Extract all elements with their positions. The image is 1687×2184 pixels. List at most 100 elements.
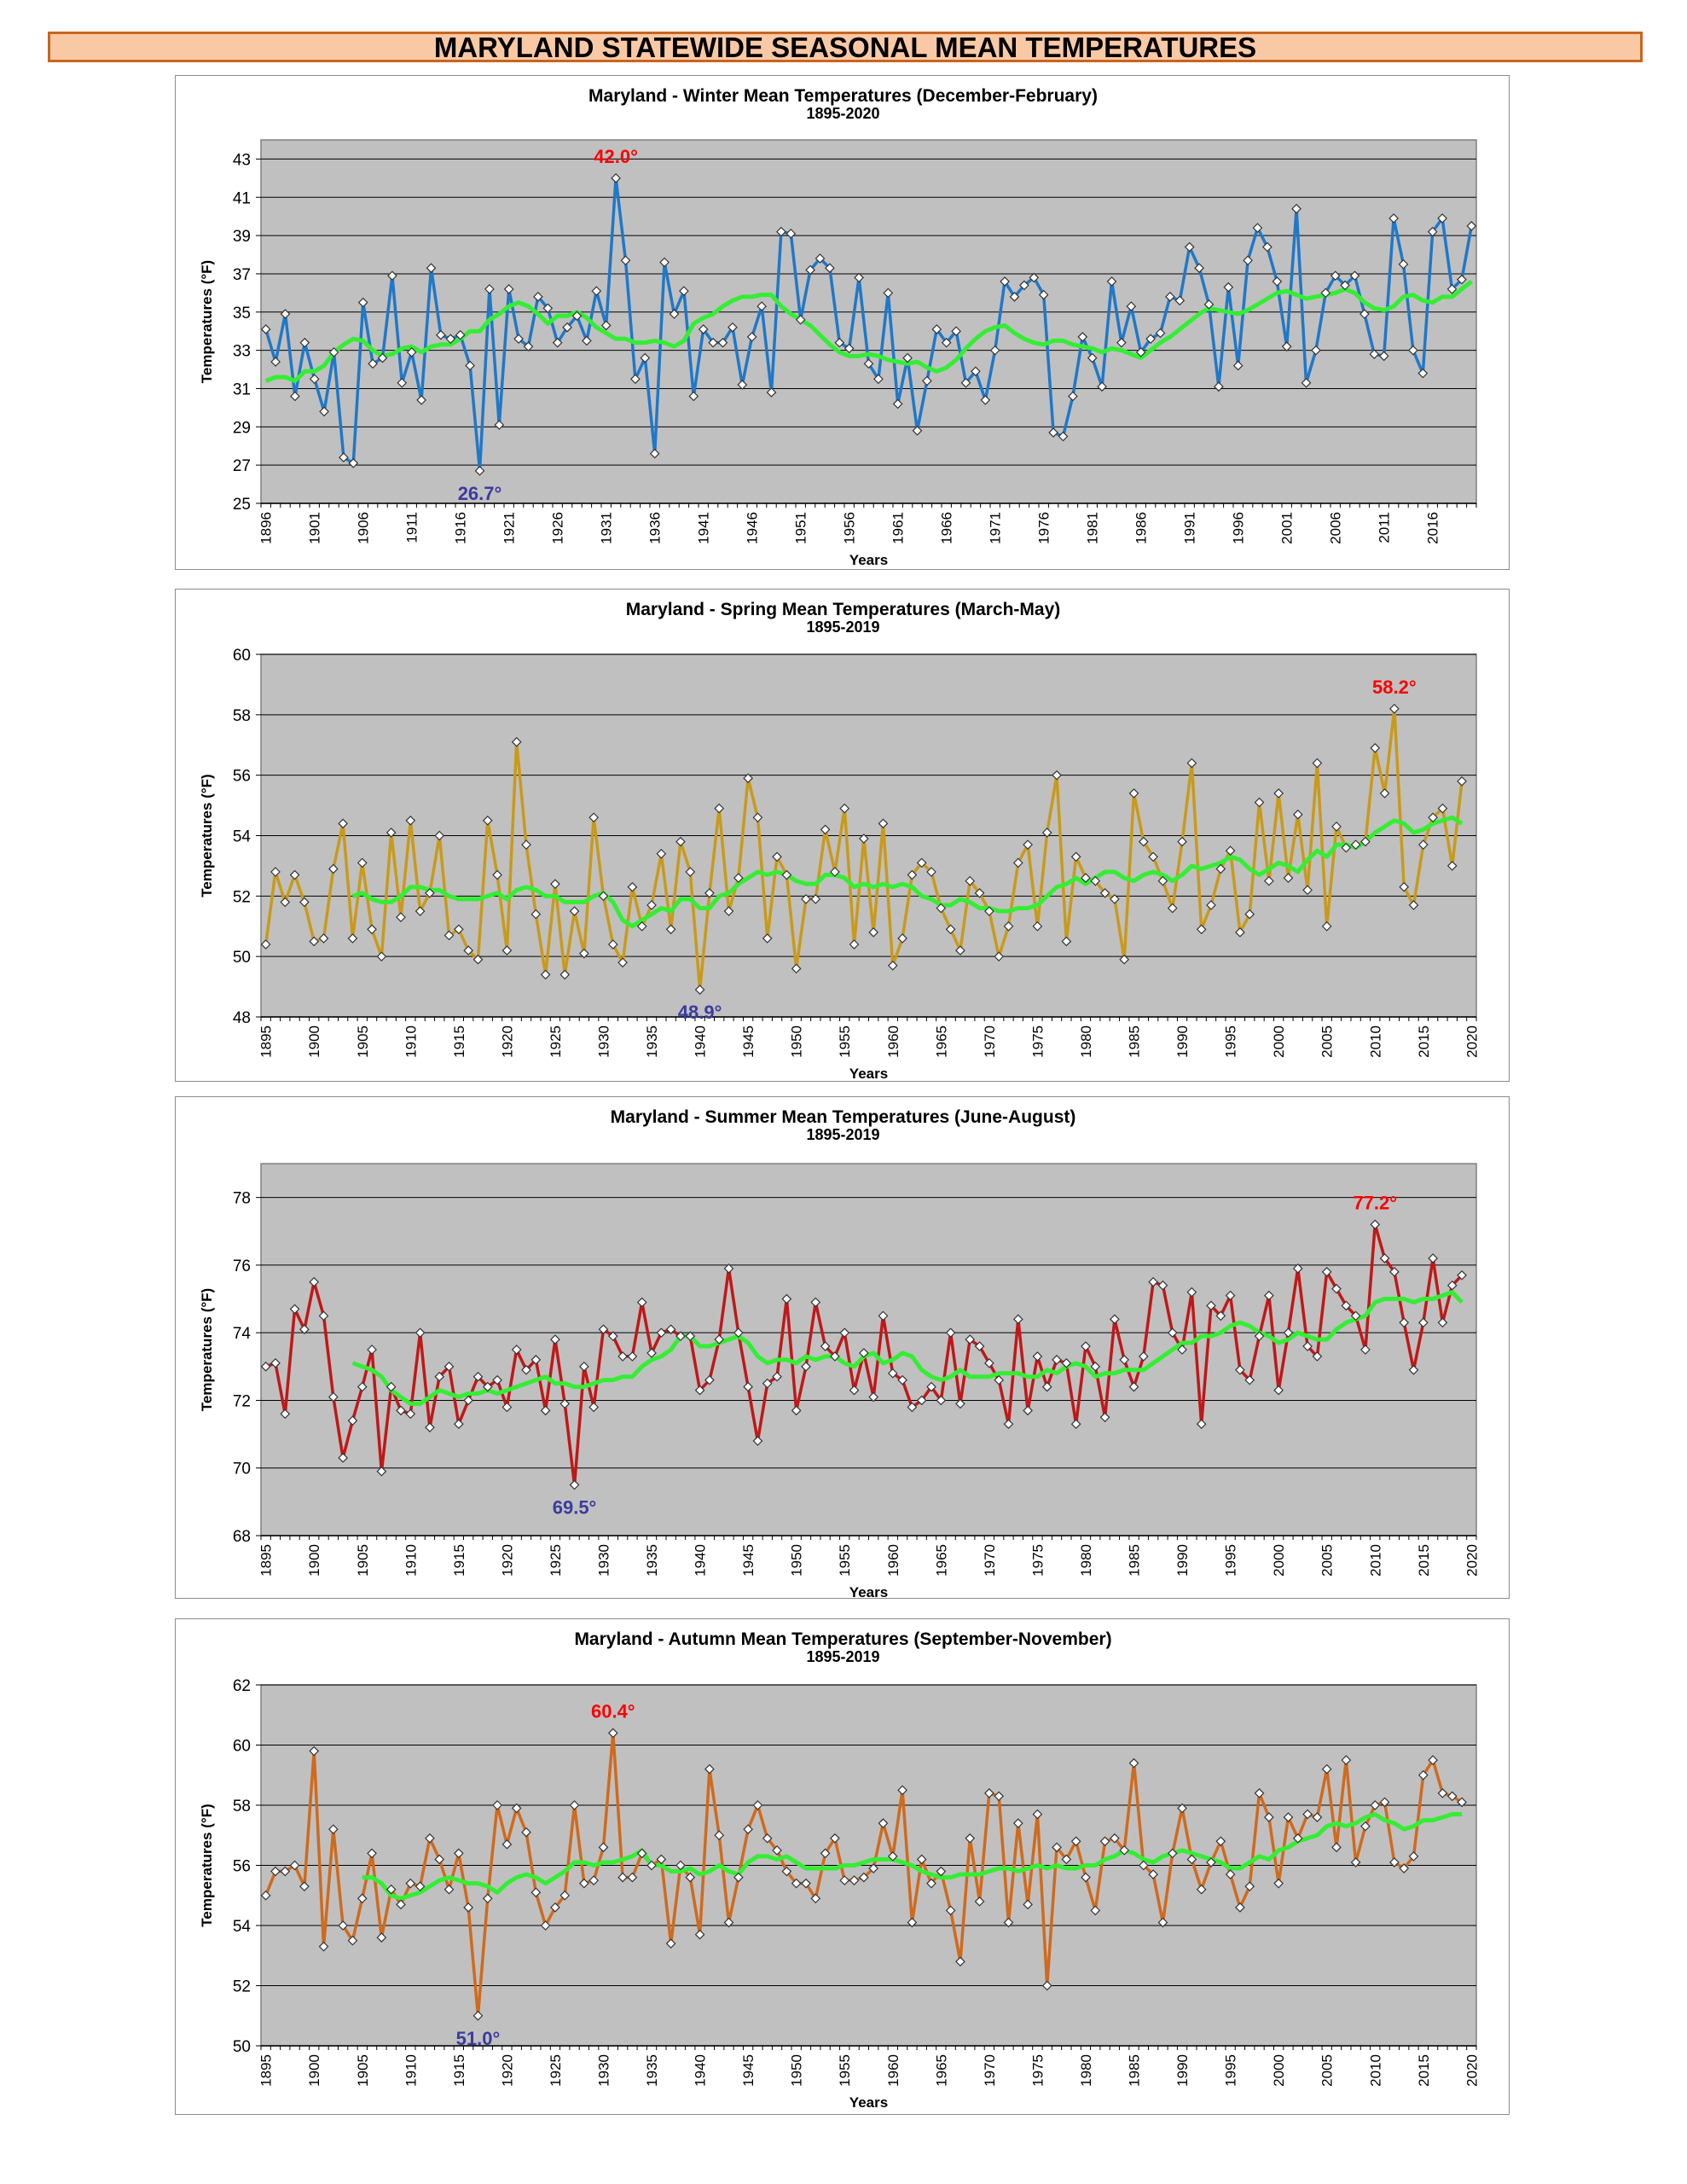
data-point-marker	[1135, 347, 1146, 357]
y-tick-label: 62	[233, 1677, 251, 1695]
data-point-marker	[1196, 924, 1207, 935]
data-point-marker	[357, 1381, 368, 1392]
data-point-marker	[1003, 1917, 1014, 1928]
data-point-marker	[627, 1351, 638, 1362]
x-tick-label: 1925	[548, 1025, 564, 1058]
x-tick-label: 1925	[548, 1544, 564, 1577]
data-point-marker	[1003, 1419, 1014, 1430]
data-point-marker	[482, 1893, 493, 1904]
data-point-marker	[883, 288, 894, 299]
data-point-marker	[630, 374, 641, 385]
x-tick-label: 1940	[693, 2054, 709, 2087]
autumn-chart: Maryland - Autumn Mean Temperatures (Sep…	[199, 1629, 1480, 2111]
data-point-marker	[260, 1890, 271, 1901]
data-point-marker	[1292, 1263, 1303, 1274]
x-tick-label: 1975	[1029, 1544, 1046, 1577]
data-point-marker	[1119, 954, 1130, 965]
data-point-marker	[1225, 1290, 1236, 1301]
data-point-marker	[1321, 921, 1332, 932]
data-point-marker	[453, 924, 464, 935]
x-tick-label: 1900	[306, 1544, 322, 1577]
data-point-marker	[1408, 345, 1418, 356]
data-point-marker	[1138, 836, 1149, 847]
data-point-marker	[484, 284, 495, 294]
data-point-marker	[1446, 1791, 1458, 1802]
x-axis-label: Years	[849, 1066, 888, 1082]
data-point-marker	[902, 352, 913, 363]
data-point-marker	[1090, 1361, 1101, 1372]
y-tick-label: 70	[233, 1461, 251, 1478]
data-point-marker	[776, 226, 786, 237]
winter-chart-panel: Maryland - Winter Mean Temperatures (Dec…	[175, 75, 1510, 570]
data-point-marker	[607, 1728, 618, 1739]
x-tick-label: 2020	[1464, 1025, 1480, 1058]
data-point-marker	[1032, 1351, 1043, 1362]
data-point-marker	[415, 1327, 426, 1339]
data-point-marker	[1215, 863, 1226, 874]
data-point-marker	[436, 329, 446, 340]
x-tick-label: 1935	[644, 2054, 660, 2087]
data-point-marker	[656, 848, 667, 859]
data-point-marker	[984, 906, 994, 916]
x-tick-label: 1965	[933, 1025, 949, 1058]
data-point-marker	[396, 1405, 406, 1416]
data-point-marker	[1214, 381, 1224, 392]
data-point-marker	[521, 1364, 531, 1375]
x-tick-label: 1920	[499, 2054, 515, 2087]
data-point-marker	[1446, 1280, 1458, 1291]
data-point-marker	[1360, 1345, 1371, 1355]
x-tick-label: 1980	[1078, 1025, 1094, 1058]
data-point-marker	[1167, 1327, 1178, 1339]
data-point-marker	[1388, 213, 1399, 224]
data-point-marker	[270, 1866, 281, 1877]
data-point-marker	[1341, 1300, 1352, 1311]
data-point-marker	[965, 875, 976, 886]
data-point-marker	[1090, 1905, 1101, 1916]
x-tick-label: 1990	[1174, 1025, 1191, 1058]
data-point-marker	[530, 1355, 542, 1365]
data-point-marker	[1437, 1317, 1448, 1328]
data-point-marker	[299, 337, 310, 348]
data-point-marker	[443, 930, 455, 941]
data-point-marker	[617, 957, 628, 968]
data-point-marker	[357, 857, 368, 868]
winter-chart: Maryland - Winter Mean Temperatures (Dec…	[199, 86, 1477, 568]
data-point-marker	[951, 326, 961, 337]
data-point-marker	[1312, 1812, 1323, 1822]
x-tick-label: 2020	[1464, 2054, 1480, 2087]
x-tick-label: 1895	[258, 1544, 275, 1577]
data-point-marker	[1110, 1314, 1120, 1325]
data-point-marker	[1052, 1355, 1062, 1365]
data-point-marker	[289, 1860, 300, 1871]
y-tick-label: 56	[233, 1858, 251, 1876]
data-point-marker	[1090, 875, 1101, 886]
data-point-marker	[1273, 1878, 1284, 1889]
data-point-marker	[636, 921, 647, 932]
data-point-marker	[1145, 334, 1156, 345]
data-point-marker	[339, 452, 349, 463]
data-point-marker	[1157, 875, 1168, 886]
data-point-marker	[1399, 1863, 1410, 1873]
data-point-marker	[1428, 1755, 1438, 1765]
x-tick-label: 1931	[599, 512, 615, 544]
data-point-marker	[820, 824, 831, 835]
data-point-marker	[453, 1848, 464, 1859]
data-point-marker	[936, 1395, 947, 1406]
x-tick-label: 2015	[1416, 1025, 1432, 1058]
data-point-marker	[397, 377, 408, 388]
data-point-marker	[772, 1371, 782, 1382]
data-point-marker	[579, 1878, 589, 1889]
data-point-marker	[897, 1374, 907, 1385]
min-annotation: 51.0°	[456, 2028, 501, 2049]
data-point-marker	[416, 395, 426, 405]
x-axis-label: Years	[849, 2094, 888, 2111]
y-tick-label: 56	[233, 768, 251, 786]
x-tick-label: 2015	[1416, 2054, 1432, 2087]
y-tick-label: 25	[233, 496, 251, 514]
data-point-marker	[1081, 1872, 1091, 1883]
data-point-marker	[501, 1838, 513, 1850]
x-tick-label: 2001	[1279, 512, 1296, 544]
data-point-marker	[1223, 282, 1234, 293]
data-point-marker	[607, 1331, 618, 1341]
data-point-marker	[704, 887, 715, 898]
